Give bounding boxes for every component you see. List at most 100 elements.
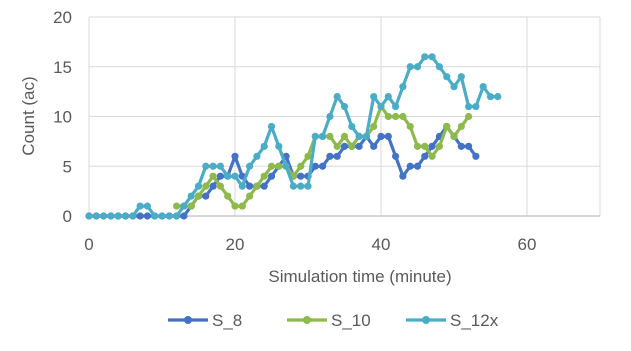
legend: S_8 S_10 S_12x (168, 311, 499, 330)
legend-label: S_12x (450, 311, 499, 330)
data-point (392, 112, 400, 121)
data-point (209, 182, 217, 190)
data-point (107, 212, 115, 220)
data-point (406, 63, 414, 71)
y-tick-label: 20 (53, 8, 72, 27)
data-point (216, 172, 224, 180)
gridlines (88, 16, 601, 216)
data-point (348, 142, 356, 150)
data-point (194, 192, 203, 200)
legend-label: S_8 (212, 311, 242, 330)
data-point (209, 162, 217, 170)
data-point (326, 112, 334, 121)
data-point (377, 132, 385, 140)
data-point (362, 132, 370, 140)
legend-swatch-marker (184, 316, 192, 324)
data-point (457, 142, 465, 150)
data-point (231, 202, 239, 210)
data-point (260, 182, 268, 190)
data-point (158, 212, 166, 220)
data-point (465, 142, 473, 150)
data-point (253, 182, 261, 190)
x-tick-label: 20 (226, 235, 245, 254)
y-tick-label: 5 (63, 157, 72, 176)
data-point (216, 182, 224, 190)
x-tick-label: 60 (518, 235, 537, 254)
data-point (340, 142, 349, 150)
data-point (333, 152, 341, 160)
data-point (143, 212, 151, 220)
data-point (333, 93, 341, 101)
y-axis-title: Count (ac) (19, 76, 38, 155)
data-point (326, 132, 334, 140)
data-point (421, 152, 429, 160)
data-point (304, 152, 312, 160)
data-point (304, 182, 312, 190)
y-tick-label: 15 (53, 58, 72, 77)
data-point (136, 202, 144, 210)
data-point (246, 182, 254, 190)
data-point (129, 212, 137, 220)
data-point (377, 102, 385, 111)
data-point (297, 172, 305, 180)
data-point (472, 152, 480, 160)
y-tick-labels: 0 5 10 15 20 (53, 8, 72, 226)
data-point (202, 162, 210, 170)
data-point (92, 212, 100, 220)
legend-swatch-marker (422, 316, 430, 324)
data-point (246, 162, 254, 170)
data-point (370, 122, 378, 131)
data-point (275, 162, 283, 170)
y-tick-label: 10 (53, 108, 72, 127)
data-point (282, 162, 290, 170)
data-point (486, 93, 495, 101)
legend-label: S_10 (331, 311, 371, 330)
data-point (202, 182, 210, 190)
x-tick-label: 40 (372, 235, 391, 254)
data-point (136, 212, 144, 220)
data-point (289, 182, 297, 190)
legend-item: S_10 (287, 311, 371, 330)
data-point (143, 202, 151, 210)
data-point (457, 122, 465, 131)
data-point (253, 152, 261, 160)
data-point (275, 142, 283, 150)
data-point (413, 162, 422, 170)
data-point (370, 142, 378, 150)
series-s-12x (85, 53, 502, 220)
data-point (465, 112, 473, 121)
data-point (399, 112, 407, 121)
data-point (450, 132, 458, 140)
data-point (246, 192, 254, 200)
data-point (114, 212, 122, 220)
data-point (187, 192, 195, 200)
data-point (121, 212, 130, 220)
data-point (231, 152, 239, 160)
data-point (428, 53, 436, 61)
data-point (443, 73, 451, 81)
data-point (384, 112, 392, 121)
data-point (267, 172, 276, 180)
data-point (85, 212, 93, 220)
data-point (370, 93, 378, 101)
data-point (297, 162, 305, 170)
data-point (311, 132, 319, 140)
data-point (260, 142, 268, 150)
data-point (384, 93, 392, 101)
data-point (399, 83, 407, 91)
data-point (260, 172, 268, 180)
data-point (238, 182, 246, 190)
data-point (231, 172, 239, 180)
data-point (413, 63, 422, 71)
data-point (224, 172, 232, 180)
data-point (435, 63, 443, 71)
legend-item: S_8 (168, 311, 242, 330)
data-point (209, 172, 217, 180)
data-point (100, 212, 108, 220)
data-point (180, 202, 188, 210)
data-point (194, 182, 203, 190)
data-point (494, 93, 502, 101)
data-point (421, 142, 429, 150)
legend-swatch-marker (303, 316, 311, 324)
data-point (151, 212, 159, 220)
